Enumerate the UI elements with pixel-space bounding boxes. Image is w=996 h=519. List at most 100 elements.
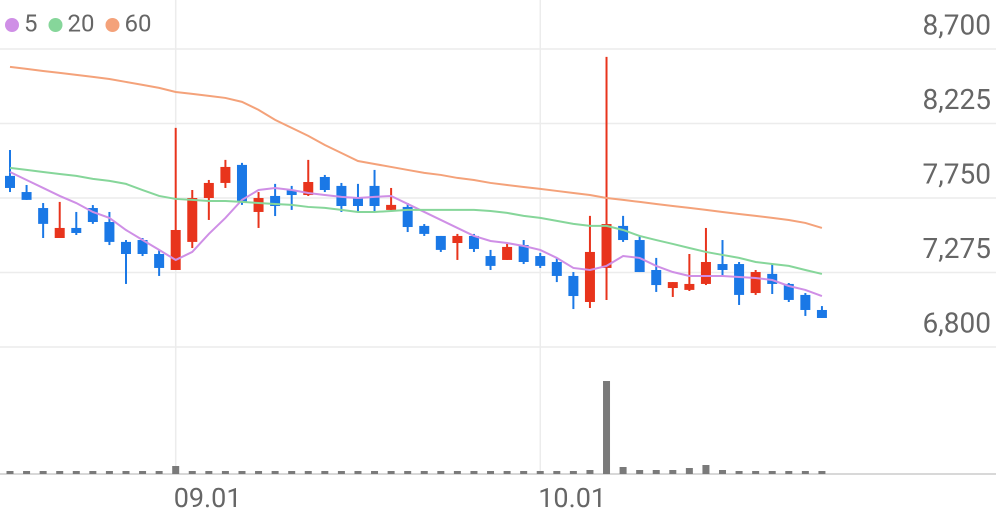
volume-bar (188, 471, 196, 474)
volume-bar (255, 471, 263, 474)
volume-bar (636, 470, 644, 474)
volume-bar (6, 471, 14, 474)
candle-body (154, 253, 165, 268)
legend-label: 60 (124, 9, 151, 37)
volume-bar (735, 471, 743, 474)
y-tick-label: 8,225 (923, 83, 991, 116)
volume-bar (288, 471, 296, 474)
candle-body (203, 182, 214, 198)
volume-bar (503, 471, 511, 474)
moving-average-line (9, 171, 823, 297)
volume-bar (89, 471, 97, 474)
candle-body (767, 273, 778, 284)
y-tick-label: 6,800 (923, 306, 991, 339)
candle-body (601, 224, 612, 268)
candle-body (21, 192, 32, 200)
legend-label: 20 (68, 9, 95, 37)
candle-body (253, 198, 264, 212)
candle-body (651, 269, 662, 286)
candle-body (137, 240, 148, 254)
candle-body (419, 225, 430, 234)
candle-body (634, 240, 645, 273)
candle-body (452, 235, 463, 244)
volume-bar (221, 471, 229, 474)
candle-body (568, 275, 579, 297)
candle-body (319, 176, 330, 191)
volume-bar (321, 471, 329, 474)
volume-bar (371, 471, 379, 474)
volume-bar (586, 470, 594, 474)
candle-body (783, 283, 794, 300)
legend-marker (5, 18, 19, 32)
candle-body (120, 241, 131, 254)
candle-body (584, 251, 595, 302)
volume-bar (785, 471, 793, 474)
y-tick-label: 7,275 (923, 232, 991, 265)
candle-body (187, 198, 198, 242)
volume-bar (453, 471, 461, 474)
candle-body (551, 261, 562, 276)
volume-bar (818, 471, 826, 474)
candle-body (71, 227, 82, 233)
candle-body (236, 164, 247, 202)
volume-bar (205, 471, 213, 474)
volume-bar (56, 471, 64, 474)
candle-body (667, 282, 678, 289)
volume-bar (23, 471, 31, 474)
volume-bar (105, 471, 113, 474)
candle-body (485, 256, 496, 266)
candle-body (816, 309, 827, 318)
volume-bar (569, 471, 577, 474)
volume-bar (122, 471, 130, 474)
volume-bar (304, 471, 312, 474)
volume-bar (719, 470, 727, 474)
volume-bar (801, 471, 809, 474)
volume-bar (437, 471, 445, 474)
candle-body (170, 229, 181, 270)
candle-body (734, 264, 745, 295)
candle-body (352, 197, 363, 206)
volume-bar (271, 471, 279, 474)
volume-bar (155, 471, 163, 474)
volume-bar (139, 471, 147, 474)
volume-bar (669, 470, 677, 474)
candle-body (54, 227, 65, 238)
volume-bar (387, 471, 395, 474)
candle-body (38, 208, 49, 224)
candle-body (402, 206, 413, 228)
candle-body (386, 204, 397, 210)
candle-body (468, 235, 479, 249)
candle-body (435, 235, 446, 250)
candle-body (303, 182, 314, 196)
candle-body (286, 190, 297, 196)
candle-body (750, 272, 761, 294)
volume-bar (354, 471, 362, 474)
x-tick-label: 09.01 (174, 482, 242, 514)
candle-body (535, 256, 546, 266)
volume-bar (520, 471, 528, 474)
volume-bar (72, 471, 80, 474)
candle-body (502, 246, 513, 260)
candle-body (104, 221, 115, 242)
y-tick-label: 8,700 (923, 8, 991, 41)
volume-bar (238, 471, 246, 474)
volume-bar (470, 471, 478, 474)
volume-bar (404, 471, 412, 474)
candle-body (684, 283, 695, 290)
volume-bar (768, 471, 776, 474)
candle-body (800, 294, 811, 310)
candle-body (700, 261, 711, 284)
legend-label: 5 (24, 9, 38, 37)
candle-body (270, 195, 281, 206)
legend-marker (48, 18, 63, 32)
y-tick-label: 7,750 (923, 157, 991, 190)
volume-bar (619, 467, 627, 474)
volume-bar (652, 470, 660, 474)
volume-bar (752, 471, 760, 474)
volume-bar (420, 471, 428, 474)
x-tick-label: 10.01 (538, 482, 606, 514)
candle-body (5, 175, 15, 188)
candle-body (717, 264, 728, 270)
